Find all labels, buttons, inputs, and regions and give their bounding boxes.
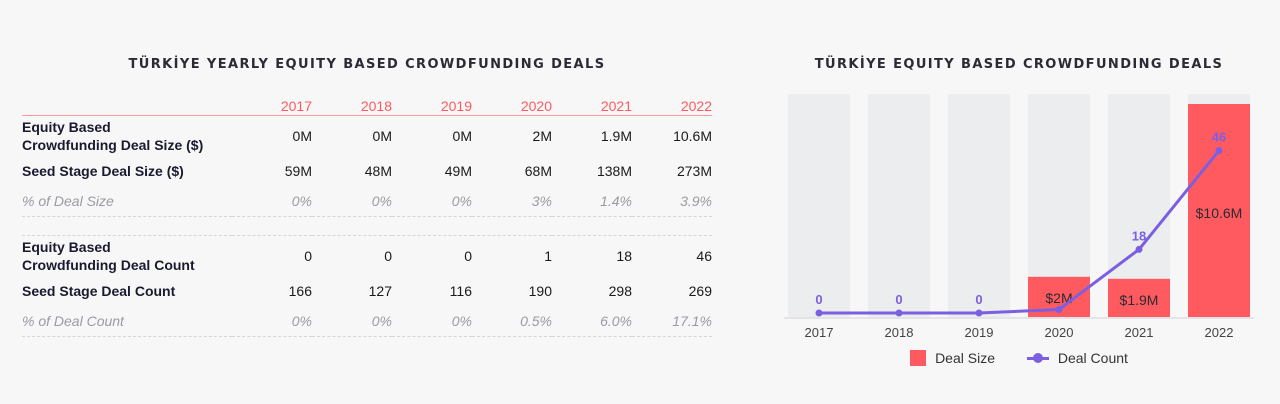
- table-cell: 10.6M: [673, 128, 712, 144]
- x-tick-label: 2022: [1205, 325, 1234, 340]
- header-year: 2017: [232, 92, 312, 116]
- bar-background: [948, 94, 1010, 317]
- table-cell: 0%: [232, 186, 312, 217]
- header-year: 2020: [472, 92, 552, 116]
- table-row-pct-deal-count: % of Deal Count 0% 0% 0% 0.5% 6.0% 17.1%: [22, 306, 712, 337]
- row-label: % of Deal Size: [22, 186, 232, 217]
- table-row-pct-deal-size: % of Deal Size 0% 0% 0% 3% 1.4% 3.9%: [22, 186, 712, 217]
- table-row-seed-deal-count: Seed Stage Deal Count 166 127 116 190 29…: [22, 276, 712, 306]
- deals-table-panel: TÜRKİYE YEARLY EQUITY BASED CROWDFUNDING…: [22, 0, 712, 404]
- table-cell: 127: [368, 283, 392, 299]
- deal-count-point: [895, 309, 903, 317]
- table-cell: 46: [696, 248, 712, 264]
- table-cell: 298: [608, 283, 632, 299]
- table-cell: 190: [528, 283, 552, 299]
- table-cell: 49M: [444, 163, 472, 179]
- legend-label: Deal Size: [935, 350, 995, 366]
- header-year: 2019: [392, 92, 472, 116]
- deal-count-point: [1055, 305, 1063, 313]
- chart-title: TÜRKİYE EQUITY BASED CROWDFUNDING DEALS: [814, 57, 1224, 72]
- deal-count-data-label: 46: [1212, 130, 1226, 145]
- header-year: 2022: [632, 92, 712, 116]
- table-cell: 17.1%: [632, 306, 712, 337]
- table-cell: 273M: [676, 163, 712, 179]
- x-tick-label: 2019: [965, 325, 994, 340]
- table-cell: 6.0%: [552, 306, 632, 337]
- legend-swatch-deal-size: [910, 350, 927, 366]
- deal-size-data-label: $2M: [1045, 290, 1072, 306]
- table-cell: 18: [616, 248, 632, 264]
- table-cell: 3%: [472, 186, 552, 217]
- table-cell: 0%: [232, 306, 312, 337]
- table-cell: 2M: [532, 128, 552, 144]
- table-cell: 0%: [392, 186, 472, 217]
- table-header-row: 2017 2018 2019 2020 2021 2022: [22, 92, 712, 116]
- table-cell: 0M: [452, 128, 472, 144]
- table-cell: 48M: [364, 163, 392, 179]
- row-label: Equity Based Crowdfunding Deal Count: [22, 239, 195, 273]
- deal-count-point: [815, 309, 823, 317]
- deals-table: 2017 2018 2019 2020 2021 2022 Equity Bas…: [22, 92, 712, 337]
- deal-count-point: [975, 309, 983, 317]
- table-cell: 3.9%: [632, 186, 712, 217]
- table-title: TÜRKİYE YEARLY EQUITY BASED CROWDFUNDING…: [128, 57, 606, 72]
- table-cell: 0%: [312, 186, 392, 217]
- legend-label: Deal Count: [1057, 350, 1128, 366]
- x-tick-label: 2017: [805, 325, 834, 340]
- table-cell: 1: [544, 248, 552, 264]
- x-tick-label: 2020: [1045, 325, 1074, 340]
- deal-count-point: [1135, 245, 1143, 253]
- table-row-ecf-deal-size: Equity Based Crowdfunding Deal Size ($) 0…: [22, 116, 712, 157]
- deal-chart: 2017 2018 2019 2020 2021 2022 $2M $1.9M $10.6M 0 0…: [784, 94, 1254, 340]
- header-label-cell: [22, 92, 232, 116]
- header-year: 2018: [312, 92, 392, 116]
- deal-size-data-label: $10.6M: [1196, 205, 1243, 221]
- table-cell: 116: [449, 283, 472, 299]
- deal-count-data-label: 0: [815, 292, 822, 307]
- chart-panel: TÜRKİYE EQUITY BASED CROWDFUNDING DEALS …: [780, 0, 1258, 404]
- table-cell: 138M: [596, 163, 632, 179]
- table-spacer: [22, 216, 712, 236]
- chart-legend: Deal Size Deal Count: [780, 350, 1258, 369]
- row-label: Equity Based Crowdfunding Deal Size ($): [22, 119, 204, 153]
- table-cell: 1.4%: [552, 186, 632, 217]
- bar-background: [788, 94, 850, 317]
- table-cell: 0.5%: [472, 306, 552, 337]
- table-row-ecf-deal-count: Equity Based Crowdfunding Deal Count 0 0 …: [22, 236, 712, 277]
- deal-count-data-label: 0: [975, 292, 982, 307]
- deal-count-line: [819, 149, 1221, 315]
- table-cell: 0: [304, 248, 312, 264]
- table-cell: 1.9M: [600, 128, 632, 144]
- deal-size-bar: [1108, 278, 1170, 317]
- table-cell: 166: [288, 283, 312, 299]
- table-cell: 0: [384, 248, 392, 264]
- deal-count-point: [1215, 147, 1223, 155]
- row-label: % of Deal Count: [22, 306, 232, 337]
- legend-item-deal-count[interactable]: Deal Count: [1026, 350, 1128, 366]
- row-label: Seed Stage Deal Count: [22, 283, 176, 299]
- x-tick-label: 2021: [1125, 325, 1154, 340]
- table-cell: 269: [688, 283, 712, 299]
- table-cell: 0%: [392, 306, 472, 337]
- bar-background: [868, 94, 930, 317]
- header-year: 2021: [552, 92, 632, 116]
- legend-item-deal-size[interactable]: Deal Size: [910, 350, 995, 366]
- table-cell: 0: [464, 248, 472, 264]
- table-cell: 59M: [284, 163, 312, 179]
- table-cell: 0M: [292, 128, 312, 144]
- deal-count-data-label: 18: [1132, 228, 1146, 243]
- table-cell: 0M: [372, 128, 392, 144]
- deal-count-data-label: 0: [895, 292, 902, 307]
- row-label: Seed Stage Deal Size ($): [22, 163, 184, 179]
- table-row-seed-deal-size: Seed Stage Deal Size ($) 59M 48M 49M 68M…: [22, 156, 712, 186]
- table-cell: 0%: [312, 306, 392, 337]
- deal-size-data-label: $1.9M: [1120, 292, 1159, 308]
- legend-line-marker-icon: [1026, 350, 1049, 366]
- deal-size-bar: [1188, 104, 1250, 317]
- table-cell: 68M: [524, 163, 552, 179]
- x-tick-label: 2018: [885, 325, 914, 340]
